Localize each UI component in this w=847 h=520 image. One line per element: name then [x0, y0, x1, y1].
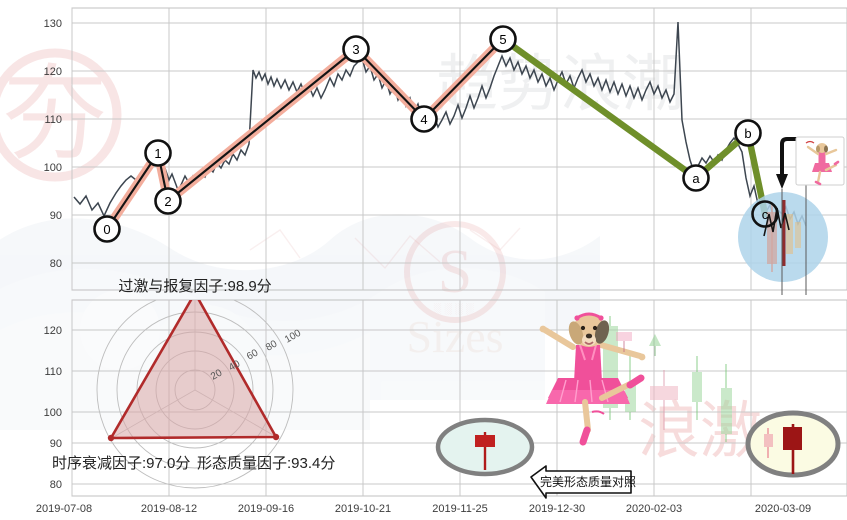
right-candle-body	[783, 427, 802, 450]
top-panel	[71, 7, 847, 291]
bottom-gridlines-v	[71, 300, 752, 496]
wave-label-b-text: b	[744, 126, 751, 141]
wave-wash-watermark	[0, 214, 600, 430]
radar-polygon	[109, 300, 278, 440]
top-ytick-120: 120	[44, 66, 62, 78]
radar-vertex-dots	[107, 433, 280, 442]
candle-green-4	[721, 364, 732, 442]
wave-label-c-text: c	[762, 207, 769, 222]
mid-candle-body	[475, 435, 495, 447]
xtick-3: 2019-10-21	[335, 503, 391, 515]
radar-tick-80: 80	[264, 338, 280, 353]
ballerina-sticker-small	[805, 140, 840, 186]
svg-text:夯: 夯	[3, 53, 107, 175]
ballerina-sticker-large	[539, 312, 646, 446]
xtick-5: 2019-12-30	[529, 503, 585, 515]
wave-label-markers: 0 1 2 3 4 5 a b	[93, 25, 779, 243]
bottom-ytick-110: 110	[44, 366, 62, 378]
bottom-ytick-80: 80	[50, 479, 62, 491]
radar-tick-labels: 20 40 60 80 100	[209, 328, 303, 383]
sticker-ballerina-box	[795, 136, 845, 186]
xtick-2: 2019-09-16	[238, 503, 294, 515]
top-ytick-80: 80	[50, 258, 62, 270]
wave-label-3-text: 3	[352, 42, 359, 57]
callout-perfect-pattern[interactable]: 完美形态质量对照	[530, 465, 636, 499]
wave-label-2: 2	[154, 187, 182, 215]
wave-label-c: c	[751, 200, 779, 228]
wave-label-1-text: 1	[154, 146, 161, 161]
xtick-1: 2019-08-12	[141, 503, 197, 515]
top-ytick-100: 100	[44, 162, 62, 174]
xtick-4: 2019-11-25	[432, 503, 487, 515]
radar-tick-40: 40	[227, 358, 243, 373]
impulse-wave-stroke	[105, 37, 505, 231]
candle-green-3	[692, 356, 702, 420]
wave-label-5-text: 5	[499, 32, 506, 47]
top-y-axis-labels: 130 120 110 100 90 80	[44, 18, 62, 270]
down-arrow-marker	[776, 137, 798, 189]
candle-pink-1	[650, 370, 678, 430]
ballerina-dog-head	[568, 312, 610, 347]
svg-text:░░░░: ░░░░	[433, 302, 476, 315]
wave-label-2-text: 2	[164, 194, 171, 209]
factor-label-top: 过激与报复因子:98.9分	[118, 277, 271, 295]
top-ytick-130: 130	[44, 18, 62, 30]
logo-watermark-sub: Sizes	[406, 311, 503, 362]
ellipse-highlight-mid	[435, 417, 535, 477]
top-ytick-90: 90	[50, 210, 62, 222]
factor-label-bottom-right: 形态质量因子:93.4分	[197, 455, 335, 472]
factor-radar: 20 40 60 80 100	[96, 300, 303, 489]
bottom-ytick-100: 100	[44, 407, 62, 419]
radar-tick-60: 60	[245, 347, 261, 362]
xtick-7: 2020-03-09	[755, 503, 811, 515]
wave-label-3: 3	[342, 35, 370, 63]
sticker-props	[616, 332, 661, 356]
bottom-ytick-90: 90	[50, 438, 62, 450]
bottom-ytick-120: 120	[44, 325, 62, 337]
callout-arrow-shape	[530, 465, 632, 499]
wave-label-0: 0	[93, 215, 121, 243]
wave-label-a: a	[682, 164, 710, 192]
mini-candles-in-highlight	[767, 200, 801, 272]
wave-label-4: 4	[410, 105, 438, 133]
red-text-watermark: 浪激	[638, 394, 762, 467]
logo-watermark-center: S ░░░░ Sizes	[404, 221, 506, 362]
red-watermark-text: 浪激	[638, 394, 762, 467]
wave-label-b: b	[734, 119, 762, 147]
x-axis-labels: 2019-07-08 2019-08-12 2019-09-16 2019-10…	[36, 503, 811, 515]
wave-label-4-text: 4	[420, 112, 427, 127]
radar-tick-20: 20	[209, 367, 225, 382]
sketch-watermark	[249, 227, 521, 270]
ellipse-highlight-right	[745, 410, 841, 478]
bottom-y-axis-labels: 120 110 100 90 80	[44, 325, 62, 491]
seal-watermark-left: 夯	[0, 48, 122, 182]
right-ghost-body	[764, 434, 773, 447]
wave-label-a-text: a	[692, 171, 700, 186]
xtick-0: 2019-07-08	[36, 503, 92, 515]
background-watermarks: 夯 S ░░░░ Sizes 趋势浪潮 浪激	[0, 47, 762, 467]
wave-label-5: 5	[489, 25, 517, 53]
corrective-wave-line	[499, 35, 769, 218]
wave-label-1: 1	[144, 139, 172, 167]
callout-text: 完美形态质量对照	[540, 474, 636, 489]
xtick-6: 2020-02-03	[626, 503, 682, 515]
logo-watermark-letter: S	[438, 238, 472, 306]
top-ytick-110: 110	[44, 114, 62, 126]
wave-label-0-text: 0	[103, 222, 110, 237]
factor-label-bottom-left: 时序衰减因子:97.0分	[52, 455, 190, 472]
